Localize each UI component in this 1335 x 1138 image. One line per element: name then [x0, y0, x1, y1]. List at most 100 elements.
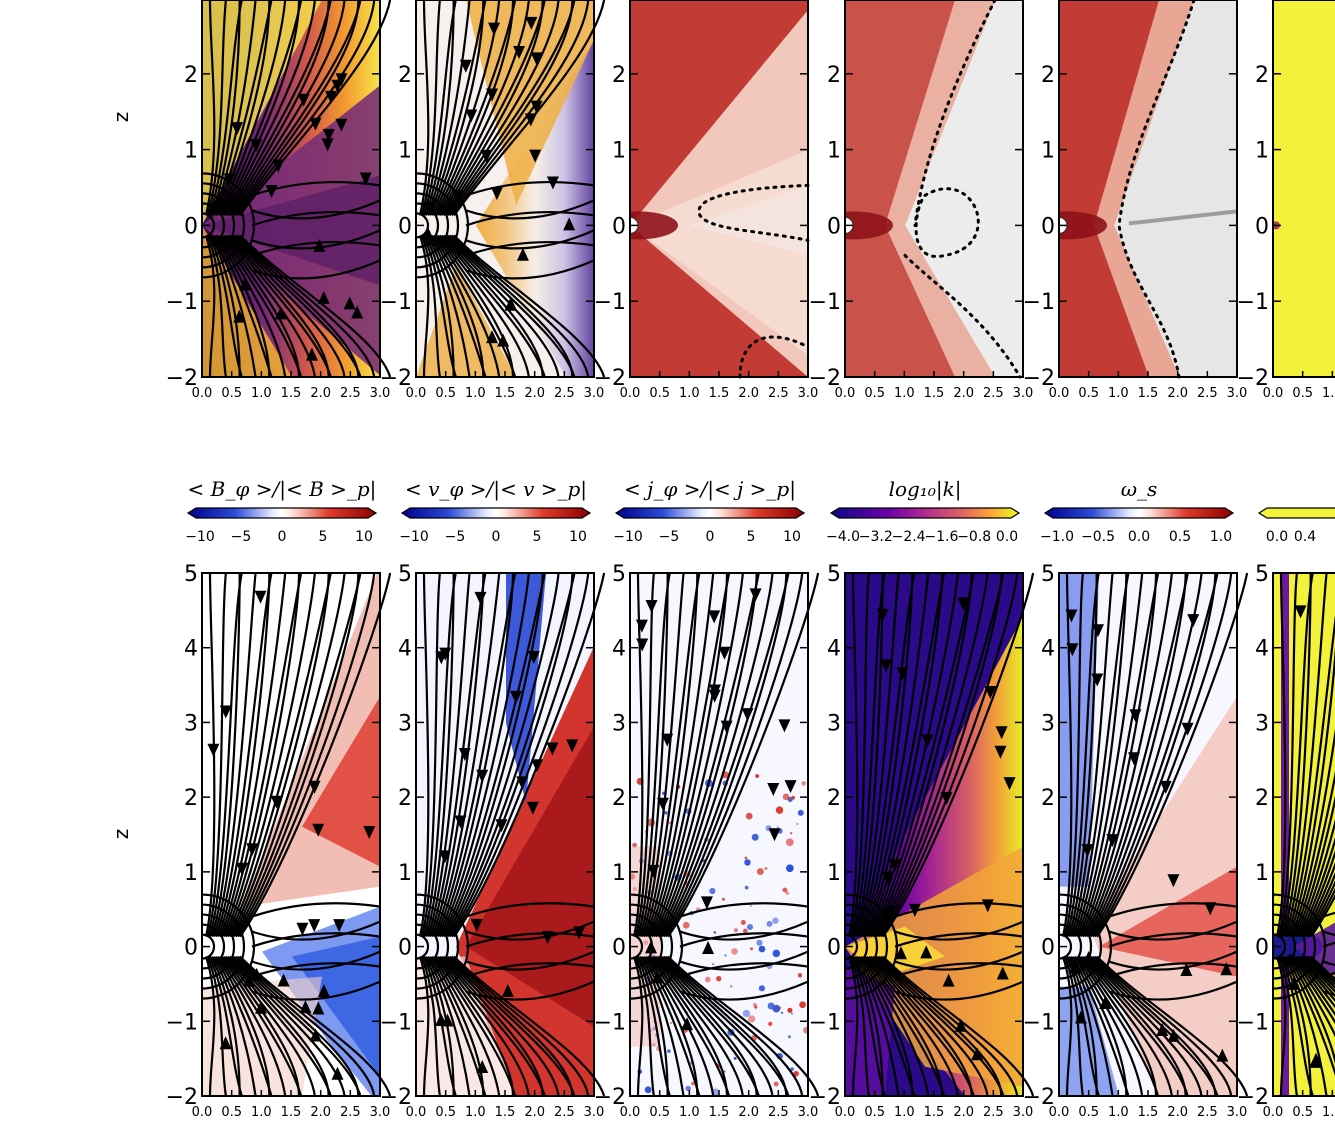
y-tick-label: 1 [612, 139, 626, 164]
field-speck [632, 842, 638, 848]
streamlines [415, 572, 606, 1097]
streamline-arrow [1167, 1028, 1180, 1042]
streamline [1287, 646, 1335, 937]
dotted-contour [697, 183, 810, 379]
y-tick-label: −2 [380, 366, 412, 391]
streamline-arrow [920, 945, 933, 959]
y-tick-label: 0 [612, 936, 626, 961]
streamline [638, 572, 669, 937]
colorbar-tick-label: 0 [278, 529, 287, 545]
colorbar-tick-label: 5 [319, 529, 328, 545]
streamline [1275, 956, 1287, 1097]
y-tick-label: −2 [1023, 366, 1055, 391]
field-region [630, 211, 678, 240]
streamline-arrow [647, 864, 660, 878]
streamline [220, 0, 303, 216]
streamline-arrow [645, 599, 658, 613]
arrowheads [422, 16, 576, 347]
field-speck [756, 939, 763, 946]
arrowheads [435, 591, 586, 1073]
x-tick-label: 2.0 [738, 386, 759, 401]
y-tick-label: 2 [612, 786, 626, 811]
streamline [646, 572, 715, 938]
streamline-arrow [1284, 952, 1297, 966]
contour [697, 183, 810, 242]
streamline-arrow [530, 52, 543, 66]
streamline-arrow [563, 217, 576, 231]
streamline-arrow [720, 720, 733, 734]
colorbar-tick-label: −10 [399, 529, 429, 545]
field-speck [790, 1012, 794, 1015]
x-tick-label: 0.0 [192, 1105, 213, 1120]
streamline [862, 956, 930, 1097]
streamline-arrow [458, 747, 471, 761]
field-speck [713, 930, 716, 934]
loop-line [201, 913, 236, 980]
field-speck [766, 920, 773, 927]
arrowheads [876, 597, 1016, 1061]
loop-line [629, 913, 664, 980]
streamline [465, 229, 595, 250]
streamline [861, 572, 930, 938]
streamline [215, 234, 273, 378]
y-tick-label: 3 [398, 711, 412, 736]
streamline [219, 234, 287, 378]
streamline [208, 234, 243, 378]
streamline-arrow [702, 941, 715, 955]
streamline [445, 0, 560, 216]
streamline [432, 572, 501, 938]
field-region [1059, 211, 1107, 240]
field-speck [733, 1056, 737, 1060]
x-tick-label: 0.5 [864, 386, 885, 401]
streamline-arrow [995, 726, 1008, 740]
x-tick-label: 1.5 [495, 386, 516, 401]
streamline [632, 956, 644, 1097]
field-speck [744, 885, 749, 890]
field-speck [734, 928, 738, 933]
x-tick-label: 2.5 [554, 1105, 575, 1120]
streamline [636, 572, 671, 937]
streamline-arrow [335, 118, 348, 132]
streamline [215, 956, 273, 1097]
streamline [441, 234, 546, 378]
streamline [231, 955, 346, 1097]
field-speck [768, 1021, 773, 1027]
field-speck [778, 1006, 782, 1010]
streamline [1080, 572, 1158, 938]
streamline [437, 955, 515, 1097]
streamline [1277, 956, 1298, 1097]
y-tick-label: 0 [612, 214, 626, 239]
streamline [465, 259, 595, 280]
x-tick-label: 1.0 [679, 1105, 700, 1120]
field-speck [790, 832, 793, 835]
x-tick-label: 2.5 [1197, 1105, 1218, 1120]
loop-line [201, 192, 236, 259]
dotted-contour [903, 0, 1022, 379]
loop-line [415, 182, 460, 269]
streamline [858, 956, 916, 1097]
x-tick-label: 1.5 [924, 386, 945, 401]
streamline [661, 955, 790, 1097]
loop-line [201, 923, 226, 970]
streamline [426, 572, 471, 937]
streamline-arrow [546, 742, 559, 756]
streamline [679, 932, 809, 948]
streamline [872, 572, 973, 938]
loop-line [1058, 933, 1073, 960]
streamline-arrow [971, 1047, 984, 1061]
streamline-arrow [239, 277, 252, 291]
colorbar-tick-label: −1.0 [1040, 529, 1074, 545]
streamline-arrow [270, 795, 283, 809]
y-tick-label: 5 [398, 562, 412, 587]
streamline-arrow [363, 826, 376, 840]
streamline-arrow [299, 1000, 312, 1014]
field-region [292, 936, 380, 1077]
streamline-arrow [231, 122, 244, 136]
panel-4: −2 −1 0 1 2 0.0 0.5 1.0 1.5 2.0 2.5 3.0 [809, 0, 1033, 401]
field-speck [724, 954, 727, 957]
streamline-arrow [513, 46, 526, 60]
streamline [1284, 956, 1328, 1097]
streamline [437, 572, 515, 938]
